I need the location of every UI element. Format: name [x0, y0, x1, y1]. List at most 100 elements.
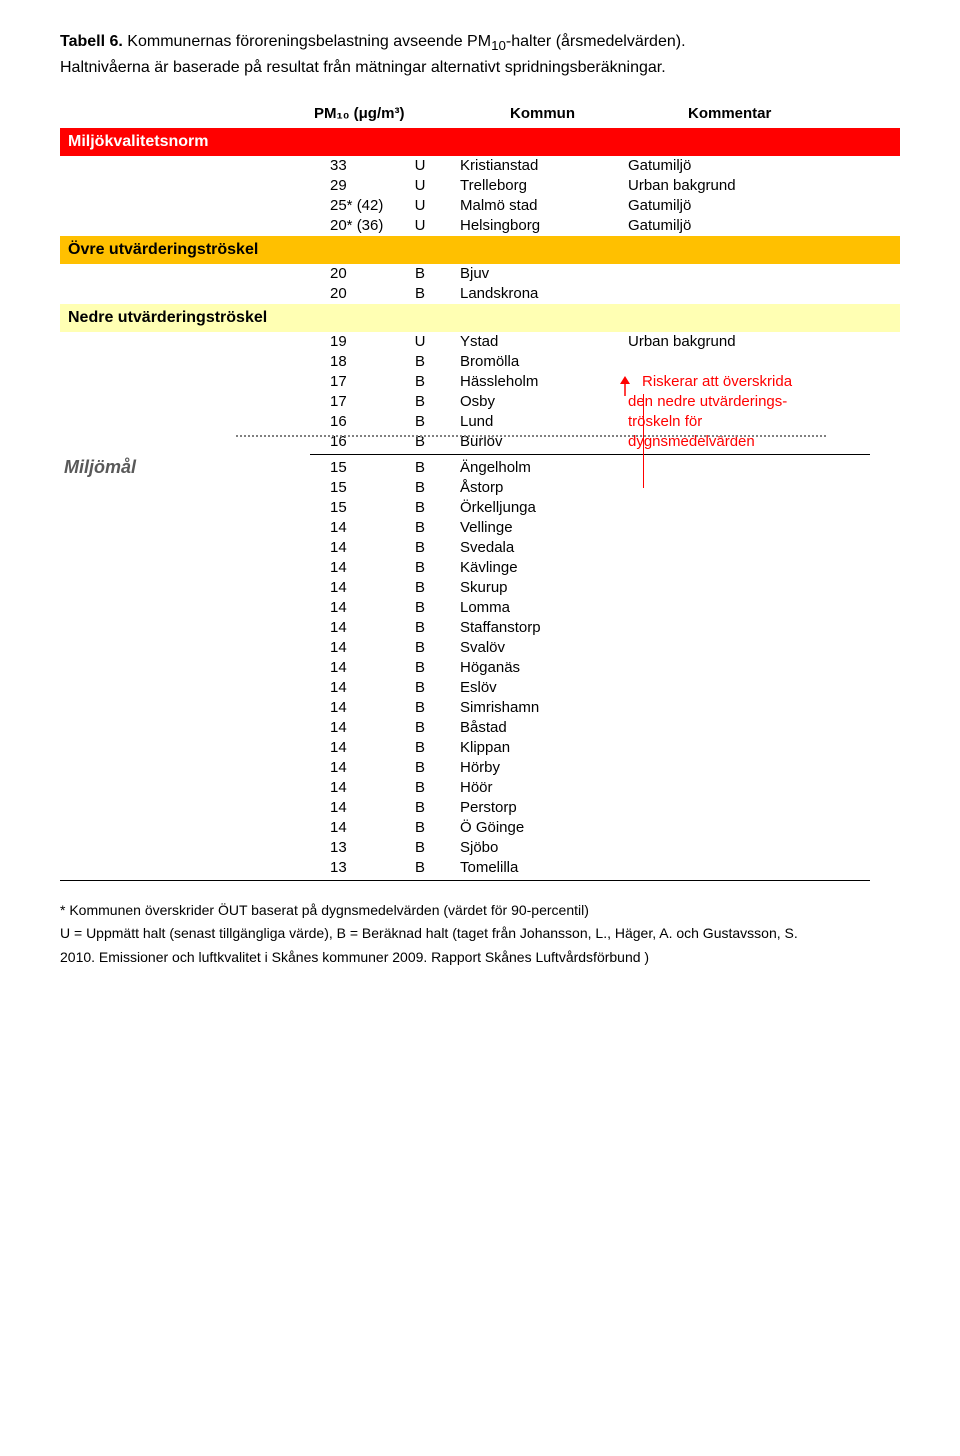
col-pm10: PM₁₀ (μg/m³) [310, 105, 450, 122]
caption-label: Tabell 6. [60, 33, 123, 50]
table-row: 14BKlippan [310, 738, 900, 758]
row-value: 14 [310, 679, 390, 696]
row-value: 14 [310, 539, 390, 556]
dotted-line [236, 435, 826, 437]
row-kommun: Hässleholm [450, 373, 620, 390]
row-kommun: Ängelholm [450, 459, 620, 476]
row-value: 14 [310, 759, 390, 776]
miljomal-label: Miljömål [64, 457, 136, 477]
row-type: U [390, 157, 450, 174]
row-kommun: Osby [450, 393, 620, 410]
row-kommun: Båstad [450, 719, 620, 736]
row-type: B [390, 819, 450, 836]
table-row: 15BÄngelholm [310, 457, 900, 477]
table-row: 20* (36)UHelsingborgGatumiljö [310, 216, 900, 236]
row-value: 14 [310, 639, 390, 656]
row-type: B [390, 799, 450, 816]
row-kommun: Simrishamn [450, 699, 620, 716]
row-kommun: Sjöbo [450, 839, 620, 856]
table-row: 14BHöör [310, 778, 900, 798]
table-row: 17BOsbyden nedre utvärderings- [310, 392, 900, 412]
row-kommun: Trelleborg [450, 177, 620, 194]
band-ovre: Övre utvärderingströskel [60, 236, 900, 264]
footnote-2: U = Uppmätt halt (senast tillgängliga vä… [60, 922, 900, 946]
section-4-rows: 15BÅstorp15BÖrkelljunga14BVellinge14BSve… [310, 478, 900, 878]
row-value: 14 [310, 619, 390, 636]
row-type: B [390, 559, 450, 576]
footnotes: * Kommunen överskrider ÖUT baserat på dy… [60, 899, 900, 970]
table-row: 13BSjöbo [310, 838, 900, 858]
table-row: 14BSvedala [310, 538, 900, 558]
row-type: B [390, 699, 450, 716]
table-row: 18BBromölla [310, 352, 900, 372]
row-type: B [390, 659, 450, 676]
row-type: B [390, 393, 450, 410]
caption-line2: Haltnivåerna är baserade på resultat frå… [60, 56, 900, 79]
table-row: 14BEslöv [310, 678, 900, 698]
row-kommun: Vellinge [450, 519, 620, 536]
row-value: 14 [310, 599, 390, 616]
row-value: 14 [310, 559, 390, 576]
table-row: 15BÅstorp [310, 478, 900, 498]
table-row: 14BStaffanstorp [310, 618, 900, 638]
row-kommun: Tomelilla [450, 859, 620, 876]
row-kommun: Svalöv [450, 639, 620, 656]
table-header-row: PM₁₀ (μg/m³) Kommun Kommentar [60, 99, 900, 128]
row-type: B [390, 285, 450, 302]
row-value: 16 [310, 413, 390, 430]
table-row: 14BÖ Göinge [310, 818, 900, 838]
band-nedre: Nedre utvärderingströskel [60, 304, 900, 332]
row-kommun: Eslöv [450, 679, 620, 696]
row-kommun: Landskrona [450, 285, 620, 302]
row-type: B [390, 265, 450, 282]
row-comment: Urban bakgrund [628, 177, 736, 194]
table-row: 33UKristianstadGatumiljö [310, 156, 900, 176]
row-type: B [390, 719, 450, 736]
row-kommun: Hörby [450, 759, 620, 776]
row-type: B [390, 499, 450, 516]
row-value: 14 [310, 779, 390, 796]
caption-sub: 10 [491, 38, 506, 53]
col-kommentar: Kommentar [680, 105, 900, 122]
row-type: B [390, 519, 450, 536]
col-kommun: Kommun [510, 105, 680, 122]
row-kommun: Lund [450, 413, 620, 430]
row-value: 17 [310, 373, 390, 390]
row-kommun: Malmö stad [450, 197, 620, 214]
row-comment: Urban bakgrund [628, 333, 736, 350]
table-row: 14BLomma [310, 598, 900, 618]
table-row: 14BVellinge [310, 518, 900, 538]
row-kommun: Örkelljunga [450, 499, 620, 516]
row-value: 14 [310, 659, 390, 676]
row-value: 33 [310, 157, 390, 174]
row-type: B [390, 779, 450, 796]
table-row: 14BSimrishamn [310, 698, 900, 718]
row-kommun: Bromölla [450, 353, 620, 370]
footnote-3: 2010. Emissioner och luftkvalitet i Skån… [60, 946, 900, 970]
row-type: U [390, 217, 450, 234]
row-comment: Gatumiljö [628, 157, 691, 174]
row-kommun: Perstorp [450, 799, 620, 816]
row-comment: tröskeln för [628, 413, 702, 430]
row-kommun: Bjuv [450, 265, 620, 282]
row-kommun: Höör [450, 779, 620, 796]
row-type: B [390, 759, 450, 776]
row-value: 13 [310, 839, 390, 856]
row-value: 19 [310, 333, 390, 350]
row-comment: Gatumiljö [628, 217, 691, 234]
section-1-rows: 33UKristianstadGatumiljö29UTrelleborgUrb… [310, 156, 900, 236]
miljomal-row: Miljömål 15BÄngelholm [60, 457, 900, 478]
table-row: 14BHöganäs [310, 658, 900, 678]
band-miljokvalitetsnorm: Miljökvalitetsnorm [60, 128, 900, 156]
row-comment: Riskerar att överskrida [642, 373, 792, 390]
row-value: 29 [310, 177, 390, 194]
row-value: 20 [310, 265, 390, 282]
table-row: 15BÖrkelljunga [310, 498, 900, 518]
row-value: 25* (42) [310, 197, 390, 214]
row-kommun: Helsingborg [450, 217, 620, 234]
row-value: 20 [310, 285, 390, 302]
row-kommun: Staffanstorp [450, 619, 620, 636]
row-value: 15 [310, 479, 390, 496]
row-type: U [390, 197, 450, 214]
table-row: 20BLandskrona [310, 284, 900, 304]
